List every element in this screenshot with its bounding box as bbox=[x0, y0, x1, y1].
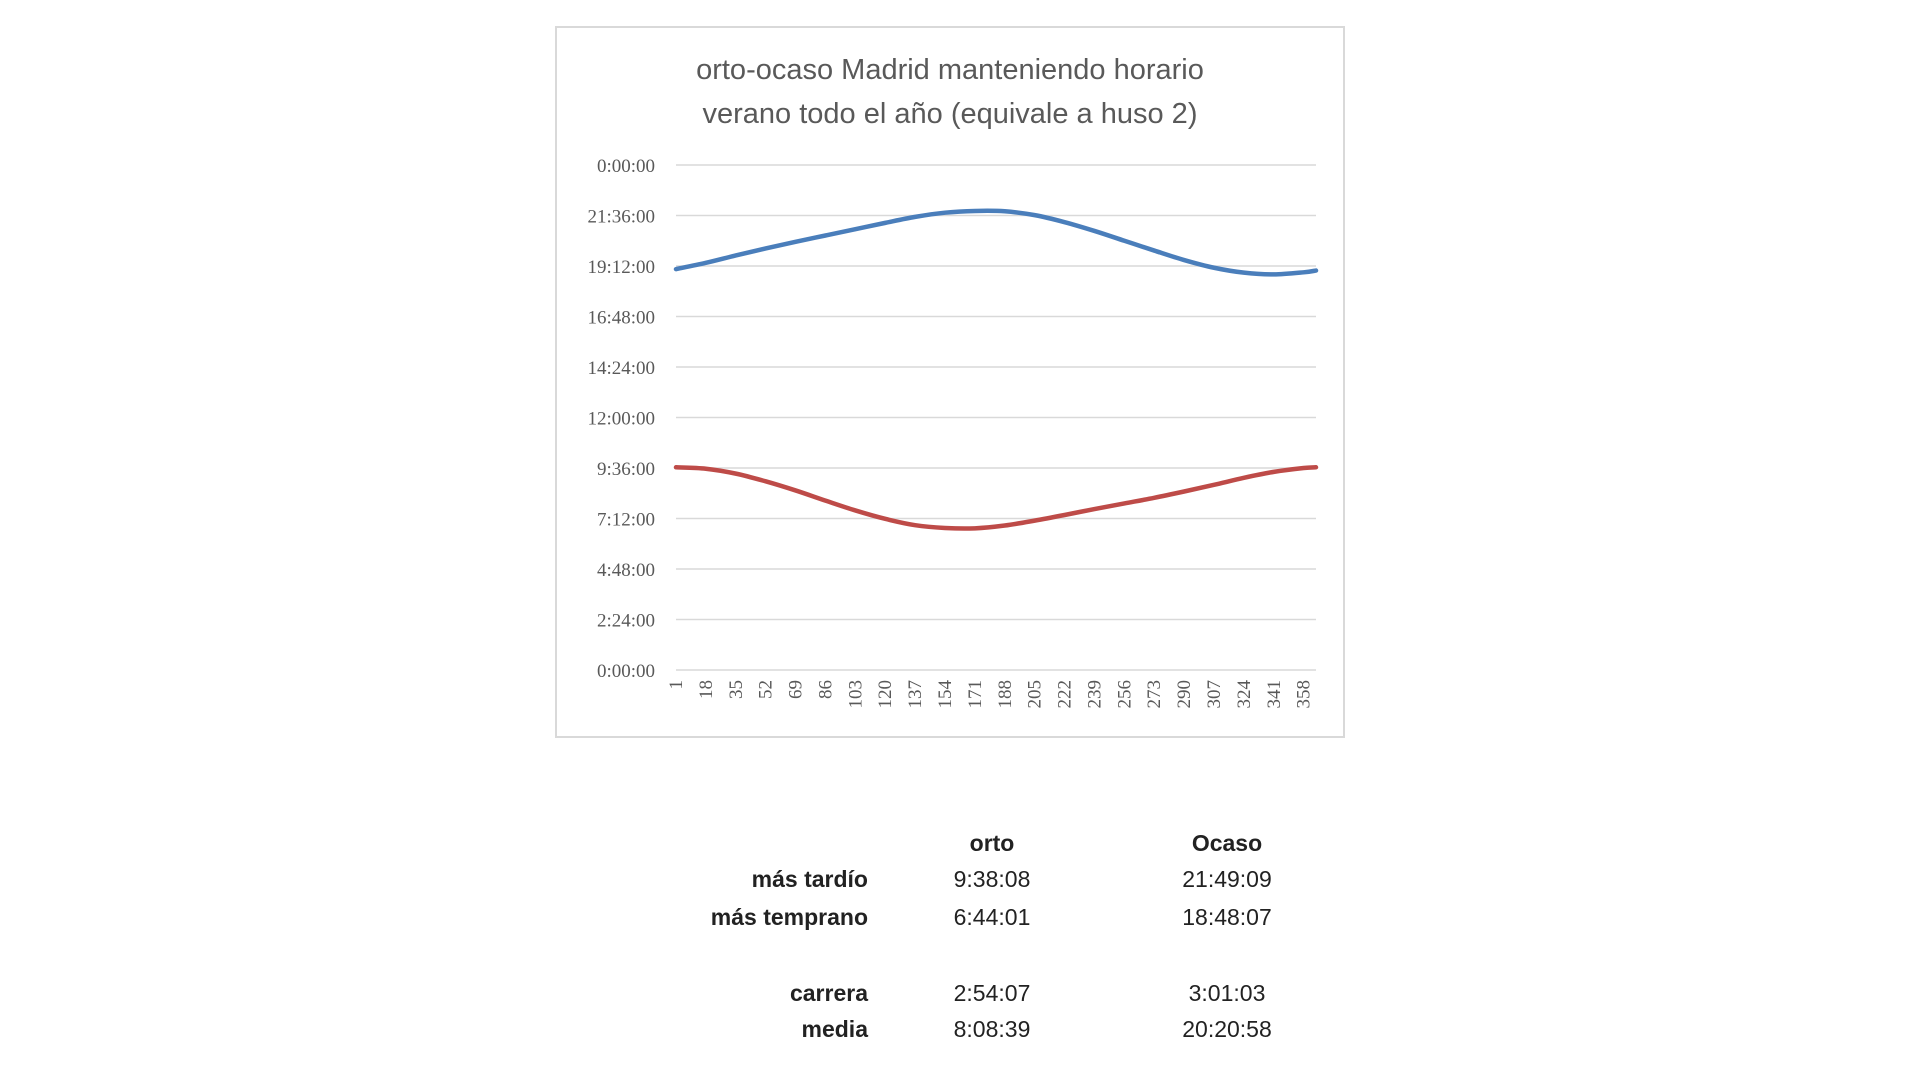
cell-ocaso: 20:20:58 bbox=[1182, 1016, 1272, 1042]
cell-orto: 8:08:39 bbox=[953, 1016, 1031, 1042]
cell-orto: 2:54:07 bbox=[953, 980, 1031, 1006]
x-tick-label: 120 bbox=[875, 680, 896, 709]
line-chart: 0:00:00 2:24:00 4:48:00 7:12:00 9:36:00 12:00… bbox=[587, 156, 1319, 709]
row-label: más temprano bbox=[710, 904, 868, 930]
y-tick-label: 9:36:00 bbox=[597, 459, 655, 480]
chart-title-line-2: verano todo el año (equivale a huso 2) bbox=[702, 98, 1198, 130]
x-tick-label: 103 bbox=[845, 680, 866, 709]
cell-ocaso: 18:48:07 bbox=[1182, 904, 1272, 930]
x-tick-label: 239 bbox=[1084, 680, 1105, 709]
series-line-ocaso bbox=[673, 208, 1319, 277]
y-tick-label: 21:36:00 bbox=[587, 207, 655, 228]
x-tick-label: 341 bbox=[1264, 680, 1285, 709]
x-tick-label: 290 bbox=[1174, 680, 1195, 709]
header-ocaso: Ocaso bbox=[1191, 830, 1263, 856]
header-orto: orto bbox=[969, 830, 1015, 856]
row-label: media bbox=[801, 1016, 868, 1042]
y-tick-label: 4:48:00 bbox=[597, 560, 655, 581]
x-tick-label: 86 bbox=[815, 680, 836, 699]
y-tick-label: 19:12:00 bbox=[587, 257, 655, 278]
x-tick-label: 52 bbox=[756, 680, 777, 699]
x-tick-label: 137 bbox=[905, 680, 926, 709]
x-tick-label: 256 bbox=[1114, 680, 1135, 709]
x-tick-label: 69 bbox=[786, 680, 807, 699]
y-tick-label: 14:24:00 bbox=[587, 358, 655, 379]
x-tick-label: 1 bbox=[666, 680, 687, 690]
series-line-orto bbox=[673, 465, 1319, 531]
y-tick-label: 16:48:00 bbox=[587, 308, 655, 329]
cell-orto: 6:44:01 bbox=[953, 904, 1031, 930]
x-tick-label: 35 bbox=[726, 680, 747, 699]
chart-title-line-1: orto-ocaso Madrid manteniendo horario bbox=[696, 54, 1204, 86]
x-tick-label: 273 bbox=[1144, 680, 1165, 709]
x-tick-label: 18 bbox=[696, 680, 717, 699]
x-tick-label: 307 bbox=[1204, 680, 1225, 709]
y-tick-label: 0:00:00 bbox=[597, 661, 655, 682]
cell-orto: 9:38:08 bbox=[953, 866, 1031, 892]
y-tick-label: 2:24:00 bbox=[597, 611, 655, 632]
x-tick-label: 222 bbox=[1055, 680, 1076, 709]
y-tick-label: 7:12:00 bbox=[597, 510, 655, 531]
row-label: más tardío bbox=[751, 866, 868, 892]
x-tick-label: 171 bbox=[965, 680, 986, 709]
y-tick-label: 12:00:00 bbox=[587, 409, 655, 430]
x-tick-label: 358 bbox=[1294, 680, 1315, 709]
x-tick-label: 188 bbox=[995, 680, 1016, 709]
row-label: carrera bbox=[789, 980, 868, 1006]
chart-title: orto-ocaso Madrid manteniendo horario ve… bbox=[555, 48, 1345, 136]
cell-ocaso: 3:01:03 bbox=[1188, 980, 1266, 1006]
cell-ocaso: 21:49:09 bbox=[1182, 866, 1272, 892]
x-tick-label: 154 bbox=[935, 680, 956, 709]
y-tick-label: 0:00:00 bbox=[597, 156, 655, 177]
x-tick-label: 324 bbox=[1234, 680, 1255, 709]
x-tick-label: 205 bbox=[1025, 680, 1046, 709]
